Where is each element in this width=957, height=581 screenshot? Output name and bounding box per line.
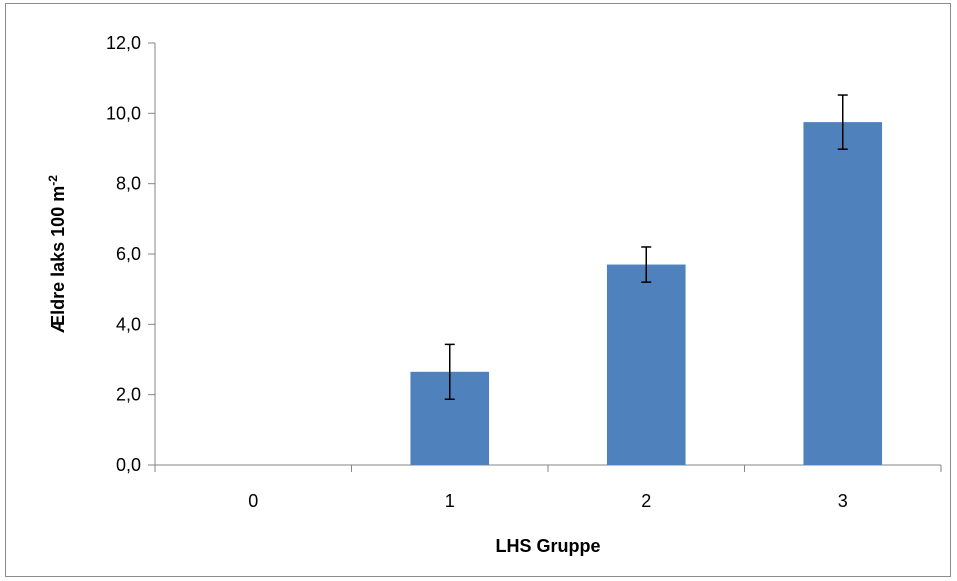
y-tick-label: 8,0 — [116, 174, 141, 194]
x-axis: 0 1 2 3 — [154, 464, 942, 511]
y-tick-label: 2,0 — [116, 385, 141, 405]
x-tick-label: 0 — [248, 491, 258, 511]
y-tick-label: 10,0 — [106, 103, 141, 123]
y-tick-label: 4,0 — [116, 314, 141, 334]
y-axis-title-superscript: -2 — [46, 175, 60, 186]
y-tick-label: 12,0 — [106, 33, 141, 53]
x-tick-label: 2 — [641, 491, 651, 511]
x-tick-label: 1 — [445, 491, 455, 511]
error-bars — [444, 94, 848, 400]
y-tick-label: 6,0 — [116, 244, 141, 264]
bars — [410, 122, 883, 465]
y-axis-title: Ældre laks 100 m-2 — [46, 175, 68, 333]
x-tick-label: 3 — [838, 491, 848, 511]
y-axis-title-text: Ældre laks 100 m — [48, 186, 68, 333]
chart-frame — [5, 3, 951, 577]
y-axis: 0,0 2,0 4,0 6,0 8,0 10,0 12,0 — [106, 33, 156, 475]
bar — [606, 264, 686, 465]
x-axis-title: LHS Gruppe — [495, 536, 600, 556]
bar — [803, 122, 883, 465]
y-tick-label: 0,0 — [116, 455, 141, 475]
